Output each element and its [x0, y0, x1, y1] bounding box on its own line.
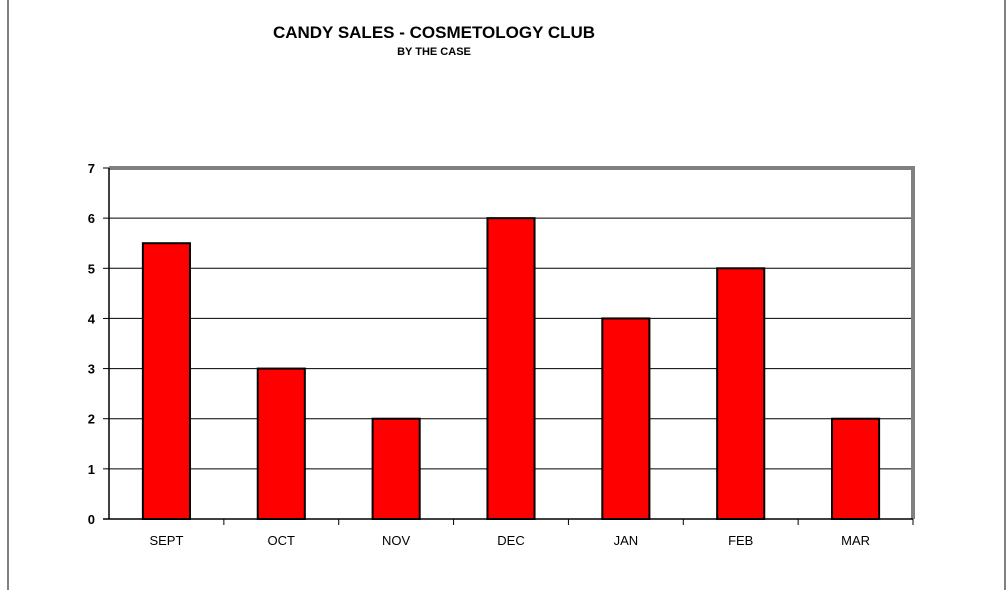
chart-title: CANDY SALES - COSMETOLOGY CLUB: [273, 23, 595, 42]
bar: [256, 367, 306, 521]
x-tick-label: FEB: [728, 533, 753, 548]
y-tick-label: 1: [88, 462, 95, 477]
bars: [141, 217, 881, 521]
x-tick-label: NOV: [382, 533, 411, 548]
axes: [103, 166, 915, 525]
x-tick-label: SEPT: [149, 533, 183, 548]
bar: [601, 317, 651, 520]
bar: [486, 217, 536, 520]
y-tick-label: 4: [88, 311, 96, 326]
x-tick-label: DEC: [497, 533, 524, 548]
x-tick-label: MAR: [841, 533, 870, 548]
y-tick-labels: 0 1 2 3 4 5 6 7: [88, 161, 96, 527]
bar: [371, 417, 421, 521]
x-tick-label: OCT: [268, 533, 296, 548]
bar: [141, 242, 191, 520]
y-tick-label: 7: [88, 161, 95, 176]
x-tick-labels: SEPT OCT NOV DEC JAN FEB MAR: [149, 533, 870, 548]
bar: [716, 267, 766, 520]
y-tick-label: 5: [88, 261, 95, 276]
y-tick-label: 0: [88, 512, 95, 527]
chart-subtitle: BY THE CASE: [397, 46, 471, 58]
bar: [831, 417, 881, 521]
x-tick-label: JAN: [614, 533, 639, 548]
y-tick-label: 3: [88, 362, 95, 377]
y-tick-label: 2: [88, 412, 95, 427]
y-tick-label: 6: [88, 211, 95, 226]
